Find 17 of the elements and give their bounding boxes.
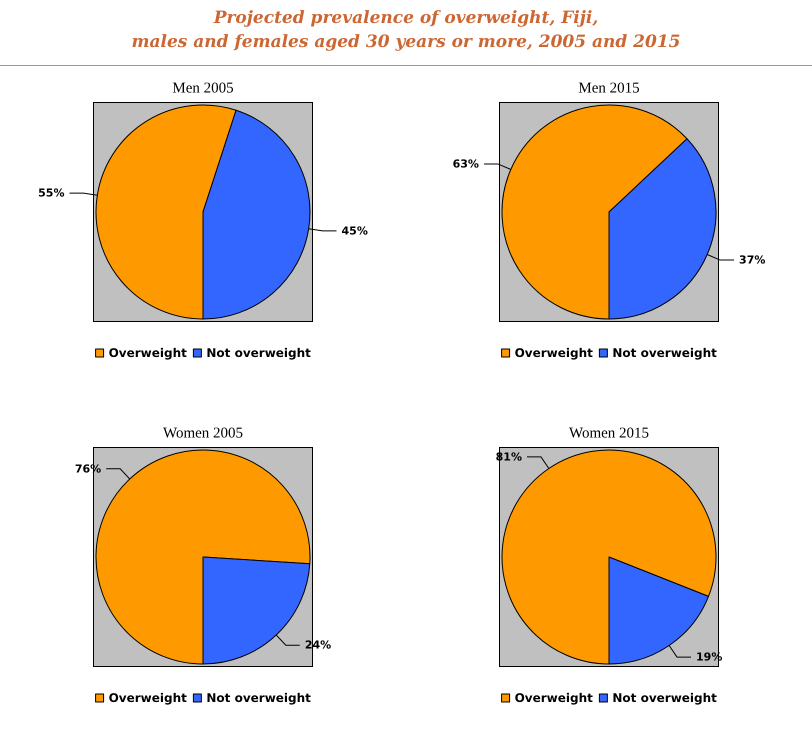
data-label: 37%	[739, 254, 766, 267]
data-label: 45%	[342, 224, 368, 238]
data-label: 63%	[452, 157, 479, 170]
legend-label: Not overweight	[206, 346, 312, 360]
legend-label: Not overweight	[206, 691, 312, 705]
legend-label: Not overweight	[612, 691, 718, 705]
legend-label: Overweight	[514, 346, 594, 360]
chart-title: Men 2015	[578, 80, 640, 96]
legend-label: Not overweight	[612, 346, 718, 360]
legend-label: Overweight	[514, 691, 594, 705]
data-label: 55%	[38, 186, 64, 200]
legend-label: Overweight	[108, 691, 188, 705]
chart-title: Women 2005	[162, 426, 244, 442]
legend-label: Overweight	[108, 346, 188, 360]
text: Projected prevalence of overweight, Fiji, males and females aged 30 years or more, 2005 and 2015	[0, 0, 812, 66]
chart-title: Men 2005	[172, 80, 234, 96]
chart-title: Women 2015	[568, 426, 650, 442]
